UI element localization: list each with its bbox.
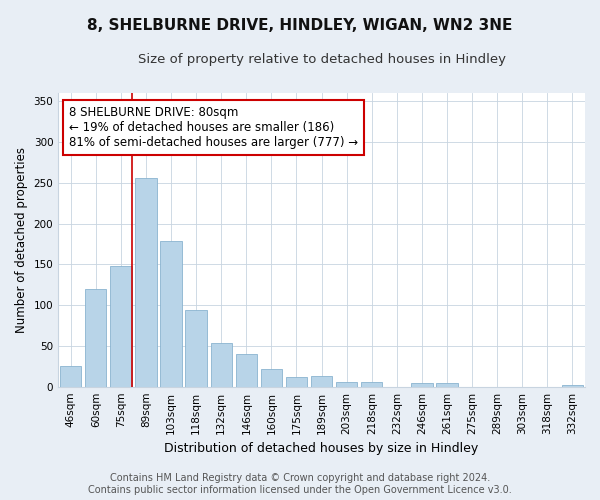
Text: 8, SHELBURNE DRIVE, HINDLEY, WIGAN, WN2 3NE: 8, SHELBURNE DRIVE, HINDLEY, WIGAN, WN2 …	[88, 18, 512, 32]
Bar	[60, 366, 82, 386]
Bar	[136, 178, 157, 386]
Text: Contains HM Land Registry data © Crown copyright and database right 2024.
Contai: Contains HM Land Registry data © Crown c…	[88, 474, 512, 495]
Title: Size of property relative to detached houses in Hindley: Size of property relative to detached ho…	[137, 52, 506, 66]
Bar	[562, 385, 583, 386]
Bar	[436, 382, 458, 386]
Bar	[261, 368, 282, 386]
Bar	[160, 242, 182, 386]
Bar	[286, 377, 307, 386]
Bar	[361, 382, 382, 386]
Bar	[336, 382, 358, 386]
Bar	[85, 289, 106, 386]
Bar	[236, 354, 257, 386]
Bar	[211, 342, 232, 386]
Bar	[411, 382, 433, 386]
Y-axis label: Number of detached properties: Number of detached properties	[15, 147, 28, 333]
X-axis label: Distribution of detached houses by size in Hindley: Distribution of detached houses by size …	[164, 442, 479, 455]
Bar	[110, 266, 131, 386]
Bar	[311, 376, 332, 386]
Text: 8 SHELBURNE DRIVE: 80sqm
← 19% of detached houses are smaller (186)
81% of semi-: 8 SHELBURNE DRIVE: 80sqm ← 19% of detach…	[69, 106, 358, 150]
Bar	[185, 310, 207, 386]
